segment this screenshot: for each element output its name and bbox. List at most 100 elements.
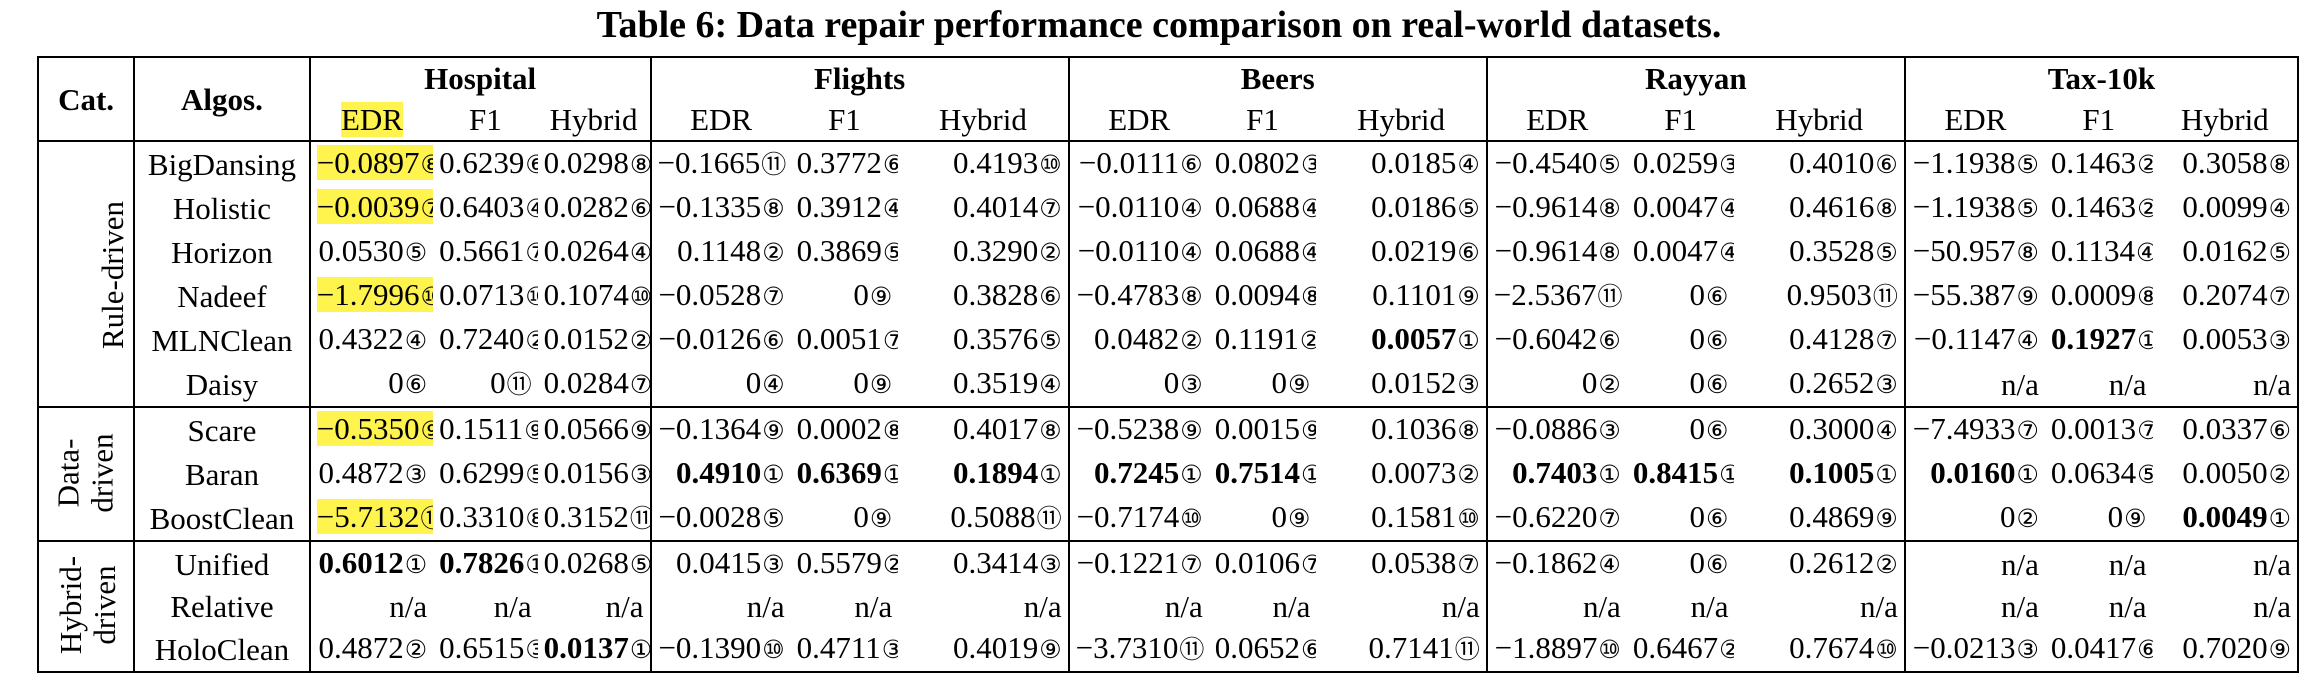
value: 0.3414③ [953, 545, 1062, 580]
value: 0.0530⑤ [318, 233, 427, 268]
value: n/a [2001, 547, 2039, 582]
rank-badge: ⑦ [629, 372, 651, 399]
value-cell: 0.0713⑩ [433, 274, 538, 318]
value-cell: 0② [1486, 362, 1627, 408]
value-number: 0.0094 [1214, 277, 1300, 312]
value-number: 0.9503 [1786, 277, 1872, 312]
value-cell: 0.0073② [1316, 452, 1488, 496]
rank-badge: ⑧ [629, 152, 651, 179]
value: −0.0886③ [1495, 411, 1621, 446]
value-number: n/a [1272, 589, 1311, 624]
value-cell: 0.0259③ [1627, 141, 1735, 186]
rank-badge: ⑦ [1180, 552, 1203, 579]
rank-badge: ① [882, 462, 899, 489]
rank-badge: ③ [404, 462, 428, 489]
value-cell: 0.4711③ [790, 627, 899, 673]
rank-badge: ② [1457, 462, 1480, 489]
value-number: n/a [2253, 366, 2291, 402]
value-cell: n/a [1905, 586, 2045, 627]
value-cell: −0.0039⑦ [310, 186, 434, 230]
value-number: 0.0099 [2182, 189, 2268, 224]
rank-badge: ⑥ [1706, 328, 1729, 355]
value-cell: n/a [433, 586, 538, 627]
value-cell: 0.0013⑦ [2045, 407, 2153, 452]
value-number: 0 [853, 365, 869, 400]
rank-badge: ① [1180, 462, 1203, 489]
value-cell: 0.6403④ [433, 186, 538, 230]
rank-badge: ③ [1598, 418, 1621, 445]
value-number: 0.0417 [2050, 630, 2137, 665]
value-cell: 0.0015⑨ [1209, 407, 1317, 452]
metric-header: F1 [433, 99, 538, 142]
rank-badge: ④ [2268, 196, 2291, 223]
value: 0.0264④ [544, 233, 649, 268]
value: 0.3310⑧ [439, 499, 538, 534]
rank-badge: ⑧ [1039, 418, 1062, 445]
metric-header: Hybrid [898, 99, 1070, 142]
value-cell: n/a [310, 586, 433, 627]
value: 0.0013⑦ [2051, 411, 2153, 446]
value: −7.4933⑦ [1913, 411, 2039, 446]
rank-badge: ⑤ [629, 552, 651, 579]
value-number: 0.1894 [952, 455, 1039, 490]
algo-name: BoostClean [133, 496, 311, 542]
table-row: HoloClean0.4872②0.6515③0.0137①−0.1390⑩0.… [38, 627, 2300, 673]
value-number: 0.1005 [1789, 455, 1875, 490]
rank-badge: ① [2137, 328, 2153, 355]
rank-badge: ⑦ [1598, 506, 1621, 533]
value-number: 0.1463 [2050, 145, 2137, 180]
rank-badge: ⑤ [525, 462, 538, 489]
value-cell: 0.0047④ [1627, 186, 1735, 230]
value-number: n/a [389, 589, 428, 624]
value: 0⑨ [2108, 499, 2147, 534]
rank-badge: ① [629, 637, 651, 664]
value-number: 0 [1999, 499, 2016, 534]
value-number: −0.6220 [1494, 499, 1598, 534]
value-cell: 0.0137① [537, 627, 652, 673]
value-cell: 0.1101⑨ [1316, 274, 1488, 318]
rank-badge: ④ [1300, 196, 1317, 223]
value-cell: 0.7403① [1487, 452, 1627, 496]
value-cell: 0⑨ [1208, 496, 1317, 542]
value-cell: −0.1335⑧ [651, 186, 791, 230]
value: 0.0015⑨ [1215, 411, 1317, 446]
value-cell: 0⑨ [2044, 496, 2153, 542]
value-number: 0.4872 [318, 630, 404, 665]
rank-badge: ⑨ [1039, 637, 1062, 664]
rank-badge: ⑥ [629, 196, 651, 223]
value-cell: 0③ [1068, 362, 1209, 408]
value-cell: 0.6239⑥ [433, 141, 538, 186]
rank-badge: ⑥ [883, 152, 898, 179]
value-cell: −0.0126⑥ [651, 318, 791, 362]
value: 0⑥ [1690, 365, 1729, 400]
metric-header: F1 [1208, 99, 1317, 142]
value-cell: 0⑥ [309, 362, 434, 408]
value-cell: 0.1005① [1734, 452, 1906, 496]
value-cell: −0.6042⑥ [1487, 318, 1627, 362]
value-number: 0.0162 [2182, 233, 2268, 268]
value-number: −1.1938 [1912, 189, 2016, 224]
header-row-datasets: Cat. Algos. Hospital Flights Beers Rayya… [36, 56, 2300, 142]
value-cell: 0.0282⑥ [537, 186, 652, 230]
value-cell: −0.1221⑦ [1069, 541, 1209, 586]
rank-badge: ④ [1457, 152, 1480, 179]
value-number: n/a [746, 589, 785, 624]
value-cell: 0.3058⑧ [2152, 141, 2300, 186]
rank-badge: ③ [1719, 152, 1734, 179]
value: n/a [1024, 589, 1062, 624]
value-number: 0.0688 [1214, 233, 1300, 268]
rank-badge: ④ [1598, 552, 1621, 579]
value: 0.1927① [2051, 321, 2153, 356]
value-cell: 0.4017⑧ [898, 407, 1070, 452]
metric-header: EDR [650, 99, 791, 142]
rank-badge: ③ [1301, 152, 1316, 179]
value-number: 0 [1689, 365, 1706, 400]
value-cell: −0.1364⑨ [651, 407, 791, 452]
value: 0.0688④ [1215, 233, 1317, 268]
value-cell: 0.0652⑥ [1208, 627, 1317, 673]
value-cell: n/a [1316, 586, 1488, 627]
value: n/a [1273, 589, 1311, 624]
rank-badge: ⑪ [506, 372, 532, 399]
value-number: 0.0015 [1214, 411, 1300, 446]
rank-badge: ⑩ [421, 284, 434, 311]
